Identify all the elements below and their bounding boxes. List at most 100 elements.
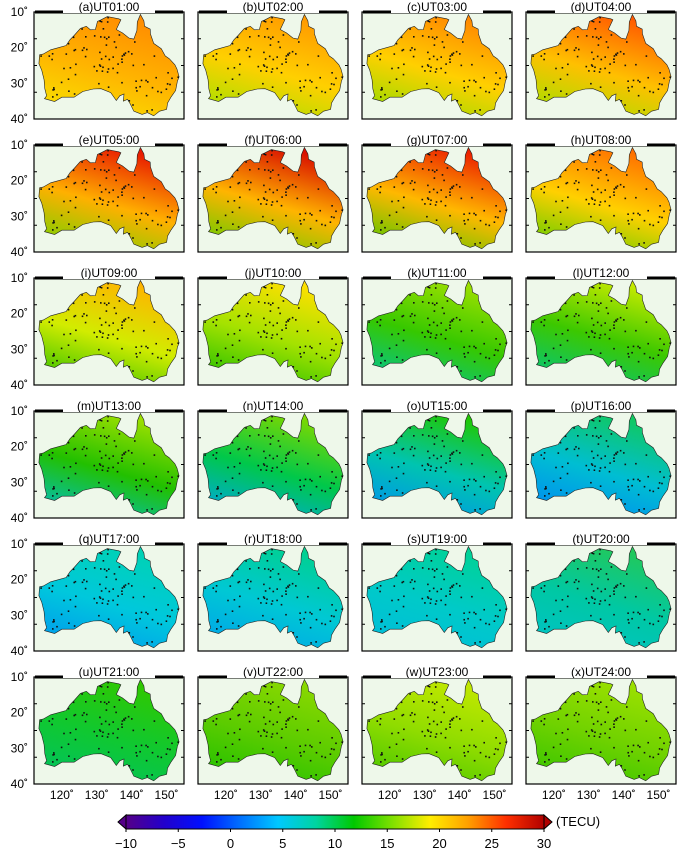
gnss-station-dot: [264, 685, 267, 688]
gnss-station-dot: [595, 568, 598, 571]
gnss-station-dot: [460, 104, 462, 106]
gnss-station-dot: [102, 161, 105, 163]
gnss-station-dot: [99, 464, 102, 466]
gnss-station-dot: [494, 482, 497, 484]
gnss-station-dot: [434, 420, 437, 422]
gnss-station-dot: [627, 479, 629, 481]
gnss-station-dot: [104, 321, 107, 324]
gnss-station-dot: [56, 492, 58, 495]
gnss-station-dot: [607, 179, 609, 182]
gnss-station-dot: [397, 599, 400, 601]
gnss-station-dot: [67, 441, 70, 444]
panel-label-box: [227, 1, 319, 13]
gnss-station-dot: [250, 48, 252, 51]
gnss-station-dot: [177, 342, 179, 344]
gnss-station-dot: [451, 186, 453, 189]
gnss-station-dot: [128, 100, 131, 102]
australia-coastline: [38, 545, 180, 649]
gnss-station-dot: [145, 626, 148, 629]
gnss-station-dot: [249, 435, 251, 437]
gnss-station-dot: [368, 587, 370, 589]
gnss-station-dot: [315, 86, 318, 89]
gnss-station-dot: [299, 219, 301, 222]
gnss-station-dot: [118, 433, 121, 435]
gnss-station-dot: [591, 286, 593, 288]
gnss-station-dot: [107, 733, 110, 735]
gnss-station-dot: [128, 366, 131, 368]
gnss-station-dot: [143, 595, 145, 598]
gnss-station-dot: [145, 94, 148, 97]
gnss-station-dot: [409, 315, 412, 318]
gnss-station-dot: [599, 201, 602, 203]
gnss-station-dot: [304, 345, 307, 348]
gnss-station-dot: [431, 36, 434, 39]
gnss-station-dot: [426, 330, 429, 332]
gnss-station-dot: [100, 302, 102, 304]
gnss-station-dot: [381, 354, 383, 357]
gnss-station-dot: [249, 568, 251, 570]
gnss-station-dot: [102, 199, 104, 202]
gnss-station-dot: [296, 596, 299, 599]
gnss-station-dot: [51, 191, 53, 194]
gnss-station-dot: [559, 610, 562, 612]
gnss-station-dot: [588, 70, 590, 72]
australia-coastline: [202, 412, 344, 516]
gnss-station-dot: [121, 457, 123, 459]
gnss-station-dot: [292, 632, 295, 634]
gnss-station-dot: [444, 470, 447, 473]
gnss-station-dot: [266, 161, 269, 163]
gnss-station-dot: [397, 333, 400, 335]
gnss-station-dot: [428, 324, 431, 326]
gnss-station-dot: [166, 83, 169, 85]
gnss-station-dot: [270, 204, 273, 206]
gnss-station-dot: [236, 701, 239, 704]
gnss-station-dot: [277, 307, 280, 309]
gnss-station-dot: [663, 77, 665, 80]
gnss-station-dot: [379, 186, 382, 188]
gnss-station-dot: [388, 214, 391, 217]
gnss-station-dot: [282, 300, 285, 302]
gnss-station-dot: [604, 56, 606, 58]
gnss-station-dot: [657, 487, 660, 489]
gnss-station-dot: [271, 548, 273, 551]
gnss-station-dot: [68, 755, 70, 757]
gnss-station-dot: [271, 352, 274, 354]
gnss-station-dot: [143, 63, 145, 66]
gnss-station-dot: [52, 628, 54, 630]
gnss-station-dot: [475, 81, 477, 83]
gnss-station-dot: [134, 174, 136, 176]
gnss-station-dot: [430, 294, 433, 296]
gnss-station-dot: [426, 197, 429, 199]
gnss-station-dot: [616, 185, 619, 187]
gnss-station-dot: [400, 435, 403, 438]
gnss-station-dot: [263, 317, 265, 320]
gnss-station-dot: [463, 479, 465, 481]
map-panel: (j)UT10:00: [197, 266, 349, 386]
gnss-station-dot: [464, 356, 466, 358]
gnss-station-dot: [434, 736, 437, 738]
gnss-station-dot: [299, 618, 301, 621]
gnss-station-dot: [635, 63, 637, 66]
gnss-station-dot: [224, 347, 227, 350]
gnss-station-dot: [409, 560, 411, 562]
gnss-station-dot: [237, 359, 240, 361]
gnss-station-dot: [451, 585, 453, 588]
gnss-station-dot: [449, 454, 452, 456]
gnss-station-dot: [107, 415, 109, 418]
gnss-station-dot: [270, 420, 273, 422]
gnss-station-dot: [139, 218, 141, 221]
gnss-station-dot: [103, 701, 106, 704]
gnss-station-dot: [610, 34, 613, 36]
gnss-station-dot: [440, 466, 442, 469]
gnss-station-dot: [83, 446, 85, 448]
gnss-station-dot: [157, 489, 159, 492]
gnss-station-dot: [117, 595, 119, 597]
gnss-station-dot: [329, 753, 332, 755]
gnss-station-dot: [269, 304, 272, 306]
gnss-station-dot: [264, 153, 267, 156]
gnss-station-dot: [272, 169, 274, 171]
gnss-station-dot: [573, 560, 575, 562]
gnss-station-dot: [233, 200, 236, 202]
gnss-station-dot: [391, 466, 393, 469]
gnss-station-dot: [493, 753, 496, 755]
